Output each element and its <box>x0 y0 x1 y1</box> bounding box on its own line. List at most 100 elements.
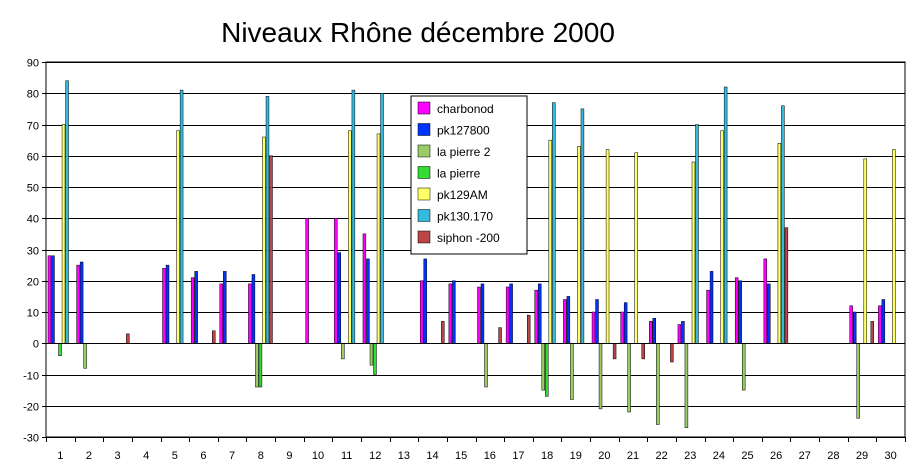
bar <box>194 271 198 344</box>
x-tick-label: 4 <box>143 450 149 462</box>
bar <box>541 343 545 391</box>
bar <box>545 343 549 397</box>
bar <box>79 261 84 344</box>
bar <box>763 258 768 344</box>
y-tick-label: 90 <box>27 58 39 70</box>
y-tick-label: -30 <box>23 433 39 445</box>
bar <box>649 321 653 344</box>
y-tick-label: 40 <box>27 214 39 226</box>
bar <box>627 343 631 413</box>
y-tick-label: 80 <box>27 89 39 101</box>
bar <box>526 314 531 344</box>
x-tick-label: 17 <box>512 450 524 462</box>
bar <box>190 277 195 344</box>
bar <box>577 146 581 344</box>
x-tick-label: 9 <box>286 450 292 462</box>
bar <box>870 321 875 344</box>
legend-swatch <box>417 101 431 115</box>
bar <box>767 283 771 344</box>
x-tick-label: 3 <box>115 450 121 462</box>
x-tick-label: 29 <box>856 450 868 462</box>
bar <box>684 343 689 428</box>
y-tick-label: 70 <box>27 121 39 133</box>
bar <box>423 258 427 344</box>
legend-label: siphon -200 <box>437 231 500 245</box>
bar <box>863 158 867 344</box>
legend-label: charbonod <box>437 102 494 116</box>
bar <box>251 274 256 344</box>
bar <box>781 105 785 344</box>
legend-label: pk127800 <box>437 124 490 138</box>
legend-label: la pierre 2 <box>437 145 491 159</box>
bar <box>591 311 596 344</box>
bar <box>126 333 130 344</box>
legend-swatch <box>417 230 431 244</box>
x-tick-label: 30 <box>885 450 897 462</box>
legend-swatch <box>417 187 431 201</box>
bar <box>612 343 617 360</box>
bar <box>723 86 728 344</box>
bar <box>505 286 510 344</box>
bar <box>563 299 567 344</box>
bar <box>681 321 685 344</box>
x-tick-label: 24 <box>713 450 725 462</box>
bar <box>498 327 502 344</box>
legend-swatch <box>417 144 431 158</box>
bar <box>61 124 66 344</box>
bar <box>176 130 180 344</box>
bar <box>76 264 80 344</box>
x-tick-label: 28 <box>827 450 839 462</box>
legend-label: pk130.170 <box>437 210 493 224</box>
x-tick-label: 18 <box>541 450 553 462</box>
bar <box>695 124 699 344</box>
bar <box>348 130 352 344</box>
bar <box>351 89 356 344</box>
y-tick-label: -20 <box>23 402 39 414</box>
bar <box>853 311 857 344</box>
bar <box>677 324 682 344</box>
bar <box>670 343 674 363</box>
bar <box>570 343 574 400</box>
bar <box>641 343 645 360</box>
y-tick-label: 0 <box>33 339 39 351</box>
bar <box>58 343 62 356</box>
bar <box>777 143 782 344</box>
chart-title: Niveaux Rhône décembre 2000 <box>221 17 615 48</box>
bar <box>878 305 882 344</box>
y-tick-label: 20 <box>27 277 39 289</box>
x-tick-label: 2 <box>86 450 92 462</box>
x-tick-label: 7 <box>229 450 235 462</box>
bar <box>341 343 345 360</box>
bar <box>605 149 610 344</box>
bar <box>856 343 860 419</box>
y-tick-label: 10 <box>27 308 39 320</box>
bar <box>179 89 184 344</box>
bar <box>212 330 216 344</box>
legend-label: la pierre <box>437 167 481 181</box>
legend-box <box>410 95 528 255</box>
bar <box>369 343 374 366</box>
bar <box>452 280 456 344</box>
bar <box>595 299 599 344</box>
bar <box>634 152 638 344</box>
bar <box>620 311 624 344</box>
x-tick-label: 6 <box>200 450 206 462</box>
x-tick-label: 20 <box>598 450 610 462</box>
x-tick-label: 21 <box>627 450 639 462</box>
bar <box>219 283 223 344</box>
legend-swatch <box>417 166 431 179</box>
bar <box>380 93 384 344</box>
bar <box>262 136 266 344</box>
x-tick-label: 27 <box>799 450 811 462</box>
bar <box>258 343 263 388</box>
bar <box>47 255 52 344</box>
x-tick-label: 11 <box>341 450 352 462</box>
bar <box>223 271 227 344</box>
bar <box>623 302 628 344</box>
x-tick-label: 26 <box>770 450 782 462</box>
bar <box>255 343 259 388</box>
bar <box>484 343 488 388</box>
x-tick-label: 23 <box>684 450 696 462</box>
bar <box>480 283 485 344</box>
bar <box>509 283 513 344</box>
